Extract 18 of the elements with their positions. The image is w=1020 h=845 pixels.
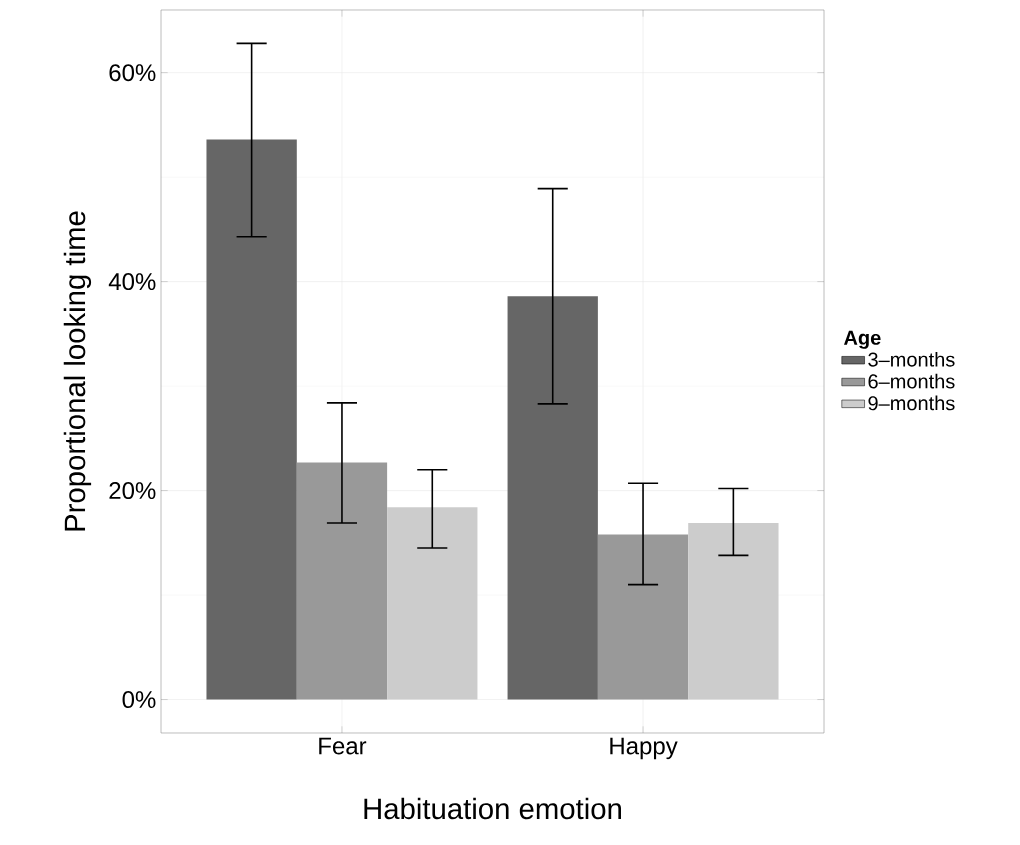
bar <box>296 462 388 700</box>
bar <box>688 522 779 700</box>
legend-title: Age <box>844 330 881 349</box>
x-axis-title: Habituation emotion <box>364 797 621 820</box>
legend-label: 9–months <box>868 395 955 411</box>
bar <box>387 507 478 700</box>
y-tick-label: 20% <box>109 482 156 500</box>
legend-label: 3–months <box>868 351 955 367</box>
legend-label: 6–months <box>868 373 955 389</box>
y-tick-label: 60% <box>109 64 156 82</box>
x-tick-label: Happy <box>610 737 678 760</box>
y-tick-label: 40% <box>108 273 156 291</box>
x-tick-label: Fear <box>319 737 367 755</box>
y-axis-title: Proportional looking time <box>63 211 92 531</box>
y-tick-label: 0% <box>122 691 156 709</box>
bar <box>206 139 297 700</box>
bar <box>597 534 689 700</box>
bar <box>507 296 598 700</box>
